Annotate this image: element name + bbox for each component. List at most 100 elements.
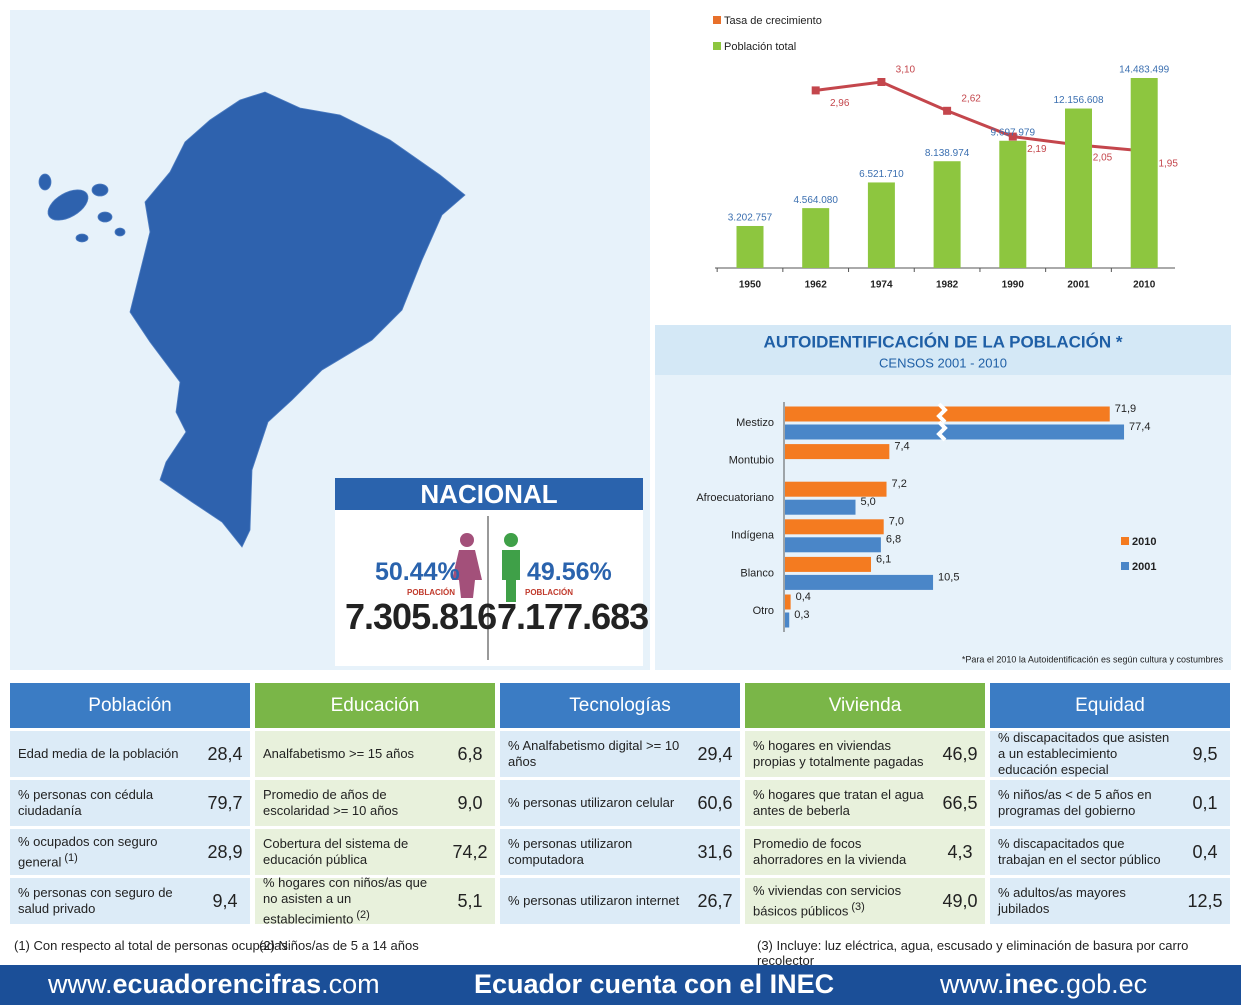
footer-left: www.ecuadorencifras.com xyxy=(48,969,380,1000)
table-row: % hogares en viviendas propias y totalme… xyxy=(745,731,985,777)
men-percent: 49.56% xyxy=(527,558,612,586)
bar xyxy=(785,499,856,515)
row-label: % niños/as < de 5 años en programas del … xyxy=(990,787,1180,819)
row-label: % ocupados con seguro general (1) xyxy=(10,834,200,870)
table-row: % ocupados con seguro general (1) 28,9 xyxy=(10,829,250,875)
axis-break xyxy=(936,420,948,442)
y-tick-label: Mestizo xyxy=(736,417,774,429)
table-row: % Analfabetismo digital >= 10 años 29,4 xyxy=(500,731,740,777)
row-label: % personas con cédula ciudadanía xyxy=(10,787,200,819)
data-label: 7,0 xyxy=(889,516,904,528)
row-label-text: % personas con cédula ciudadanía xyxy=(18,787,154,818)
row-value: 9,4 xyxy=(212,890,238,911)
url-part: ecuadorencifras xyxy=(112,969,322,999)
chart-subtitle: CENSOS 2001 - 2010 xyxy=(879,355,1007,370)
row-label: Cobertura del sistema de educación públi… xyxy=(255,836,445,868)
bar xyxy=(785,519,884,535)
bar xyxy=(785,612,790,628)
data-label: 10,5 xyxy=(938,571,959,583)
row-label: % Analfabetismo digital >= 10 años xyxy=(500,738,690,770)
legend-label: Población total xyxy=(724,41,796,53)
row-label-text: % viviendas con servicios básicos públic… xyxy=(753,882,902,919)
table-row: % personas con seguro de salud privado 9,… xyxy=(10,878,250,924)
island xyxy=(97,211,113,223)
row-label: % personas utilizaron celular xyxy=(500,795,690,811)
women-percent: 50.44% xyxy=(375,558,460,586)
table-header: Vivienda xyxy=(745,683,985,728)
women-label: POBLACIÓN xyxy=(407,588,455,597)
legend-swatch xyxy=(1121,537,1129,545)
row-value: 28,4 xyxy=(207,743,243,764)
island xyxy=(114,227,126,237)
x-tick-label: 2010 xyxy=(1133,280,1156,291)
x-tick-label: 1974 xyxy=(870,280,893,291)
autoid-panel xyxy=(655,325,1231,670)
mainland xyxy=(129,91,466,548)
row-label: % viviendas con servicios básicos públic… xyxy=(745,883,935,919)
data-label: 0,4 xyxy=(796,591,811,603)
row-value: 9,0 xyxy=(457,792,483,813)
point xyxy=(1008,132,1017,141)
row-label: % discapacitados que asisten a un establ… xyxy=(990,730,1180,778)
table-row: Cobertura del sistema de educación públi… xyxy=(255,829,495,875)
row-label-text: Edad media de la población xyxy=(18,746,179,761)
table-header: Tecnologías xyxy=(500,683,740,728)
row-label: % hogares con niños/as que no asisten a … xyxy=(255,875,445,927)
row-value: 28,9 xyxy=(207,841,243,862)
row-label-text: % personas con seguro de salud privado xyxy=(18,885,173,916)
data-label: 9.697.979 xyxy=(991,127,1036,138)
table-row: % hogares que tratan el agua antes de be… xyxy=(745,780,985,826)
url-part: www. xyxy=(940,969,1005,999)
table-row: % niños/as < de 5 años en programas del … xyxy=(990,780,1230,826)
row-value: 0,4 xyxy=(1192,841,1218,862)
point xyxy=(877,78,886,86)
data-label: 8.138.974 xyxy=(925,148,970,159)
nacional-title: NACIONAL xyxy=(335,478,643,510)
bar xyxy=(785,574,934,590)
table-row: % adultos/as mayores jubilados 12,5 xyxy=(990,878,1230,924)
nacional-box: NACIONAL 50.44% POBLACIÓN 7.305.816 49.5… xyxy=(335,478,649,666)
bar xyxy=(933,161,961,268)
data-label: 2,19 xyxy=(1027,144,1047,155)
x-tick-label: 1962 xyxy=(805,280,828,291)
x-tick-label: 1982 xyxy=(936,280,959,291)
bar xyxy=(785,424,1125,440)
row-note: (3) xyxy=(851,900,865,913)
women-count: 7.305.816 xyxy=(345,596,497,637)
row-label-text: % personas utilizaron celular xyxy=(508,795,675,810)
data-label: 77,4 xyxy=(1129,421,1150,433)
legend-swatch xyxy=(1121,562,1129,570)
legend-label: 2001 xyxy=(1132,561,1156,573)
bar xyxy=(785,481,887,497)
footnote: (2) Niños/as de 5 a 14 años xyxy=(259,938,419,953)
bar xyxy=(785,594,791,610)
url-part: .gob.ec xyxy=(1058,969,1148,999)
chart-title: AUTOIDENTIFICACIÓN DE LA POBLACIÓN * xyxy=(764,332,1123,351)
data-label: 2,96 xyxy=(830,98,850,109)
data-label: 71,9 xyxy=(1115,403,1136,415)
row-label-text: % Analfabetismo digital >= 10 años xyxy=(508,738,680,769)
bar xyxy=(1065,108,1092,269)
row-label-text: % discapacitados que asisten a un establ… xyxy=(998,730,1170,777)
row-value: 0,1 xyxy=(1192,792,1218,813)
data-label: 6,8 xyxy=(886,534,901,546)
table-row: % viviendas con servicios básicos públic… xyxy=(745,878,985,924)
charts: AUTOIDENTIFICACIÓN DE LA POBLACIÓN * CEN… xyxy=(655,15,1231,670)
row-value: 74,2 xyxy=(452,841,488,862)
table-row: % personas utilizaron celular 60,6 xyxy=(500,780,740,826)
y-tick-label: Blanco xyxy=(740,567,774,579)
footnote: (1) Con respecto al total de personas oc… xyxy=(14,938,288,953)
row-value: 9,5 xyxy=(1192,743,1218,764)
table-row: Analfabetismo >= 15 años 6,8 xyxy=(255,731,495,777)
map-panel xyxy=(10,10,650,670)
bar xyxy=(867,182,895,268)
row-label-text: % ocupados con seguro general xyxy=(18,833,158,870)
map xyxy=(38,91,466,548)
row-label-text: % personas utilizaron internet xyxy=(508,893,680,908)
row-label-text: Promedio de años de escolaridad >= 10 añ… xyxy=(263,787,399,818)
row-label-text: % niños/as < de 5 años en programas del … xyxy=(998,787,1152,818)
row-label-text: % hogares con niños/as que no asisten a … xyxy=(263,874,428,927)
bar xyxy=(785,444,890,460)
row-value: 49,0 xyxy=(942,890,978,911)
